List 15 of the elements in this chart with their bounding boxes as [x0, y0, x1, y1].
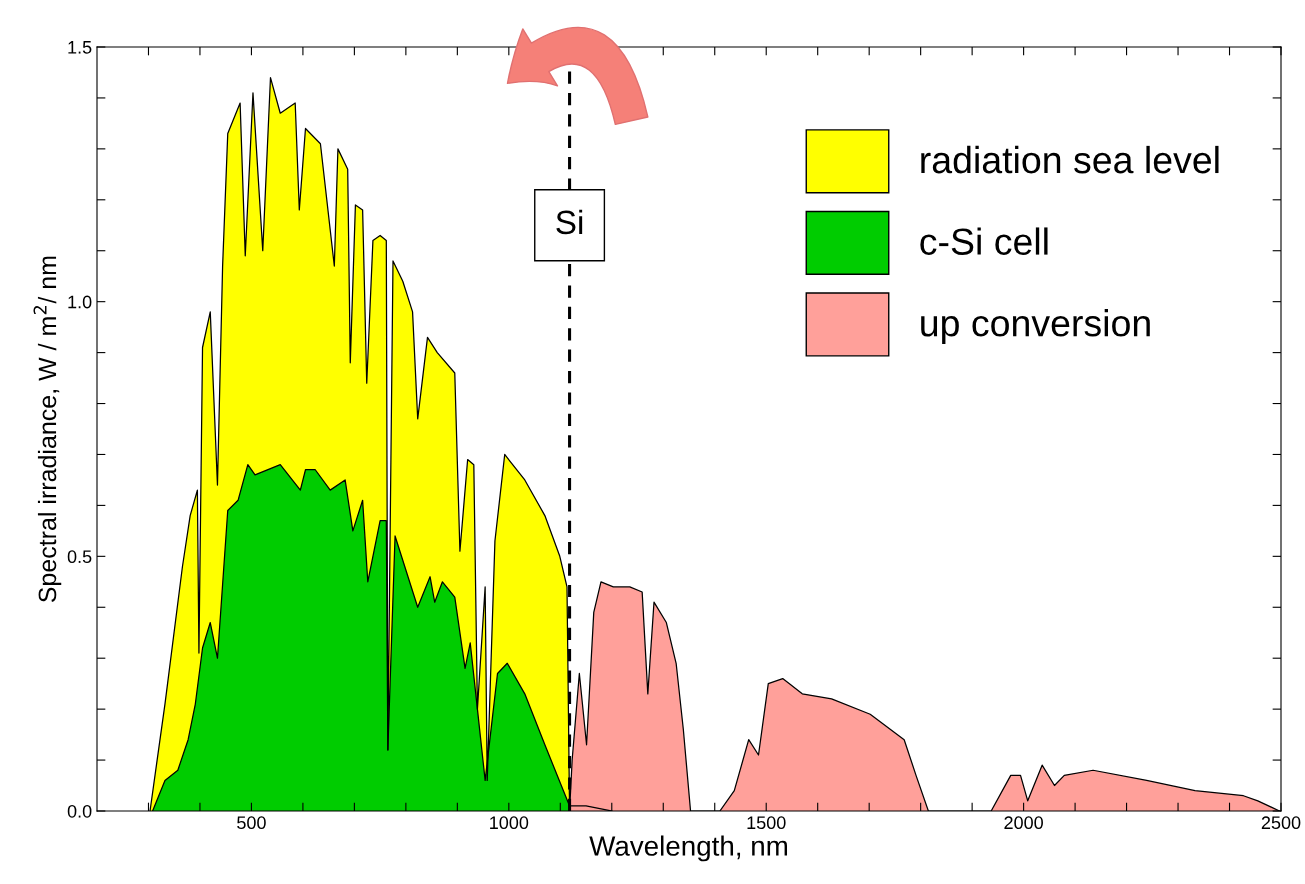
y-tick-label: 1.0	[68, 295, 92, 309]
x-tick-label: 2500	[1261, 816, 1301, 830]
x-tick-label: 1500	[747, 816, 786, 830]
legend-label: radiation sea level	[921, 145, 1219, 174]
x-tick-label: 500	[237, 816, 266, 830]
y-tick-label: 0.0	[67, 804, 92, 818]
y-tick-label: 0.5	[67, 550, 92, 564]
legend-label: c-Si cell	[920, 227, 1048, 255]
x-axis-title: Wavelength, nm	[589, 835, 788, 862]
x-tick-label: 2000	[1004, 816, 1043, 830]
y-axis-title: Spectral irradiance, W / m$^{2}$/ nm	[33, 256, 62, 603]
y-tick-label: 1.5	[68, 41, 92, 54]
x-tick-label: 1000	[490, 816, 529, 830]
ref-line-label: Si	[556, 209, 583, 235]
legend-label: up conversion	[921, 308, 1150, 344]
